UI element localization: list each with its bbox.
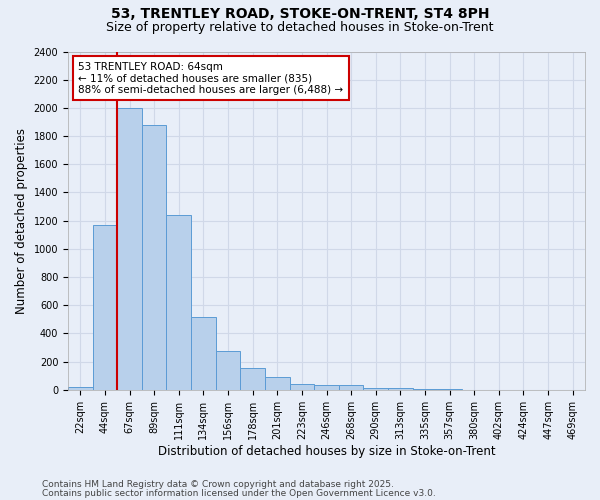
Bar [68,387,92,390]
Text: 53, TRENTLEY ROAD, STOKE-ON-TRENT, ST4 8PH: 53, TRENTLEY ROAD, STOKE-ON-TRENT, ST4 8… [111,8,489,22]
Bar [92,225,117,390]
Bar [290,384,314,390]
Bar [339,386,364,390]
Bar [265,377,290,390]
Text: Contains HM Land Registry data © Crown copyright and database right 2025.: Contains HM Land Registry data © Crown c… [42,480,394,489]
Bar [191,316,216,390]
Y-axis label: Number of detached properties: Number of detached properties [15,128,28,314]
Bar [216,351,241,390]
Bar [314,385,339,390]
Text: Size of property relative to detached houses in Stoke-on-Trent: Size of property relative to detached ho… [106,21,494,34]
X-axis label: Distribution of detached houses by size in Stoke-on-Trent: Distribution of detached houses by size … [158,444,496,458]
Text: Contains public sector information licensed under the Open Government Licence v3: Contains public sector information licen… [42,489,436,498]
Bar [413,389,437,390]
Bar [142,125,166,390]
Bar [388,388,413,390]
Bar [241,368,265,390]
Bar [117,108,142,390]
Bar [166,215,191,390]
Bar [364,388,388,390]
Text: 53 TRENTLEY ROAD: 64sqm
← 11% of detached houses are smaller (835)
88% of semi-d: 53 TRENTLEY ROAD: 64sqm ← 11% of detache… [79,62,343,95]
